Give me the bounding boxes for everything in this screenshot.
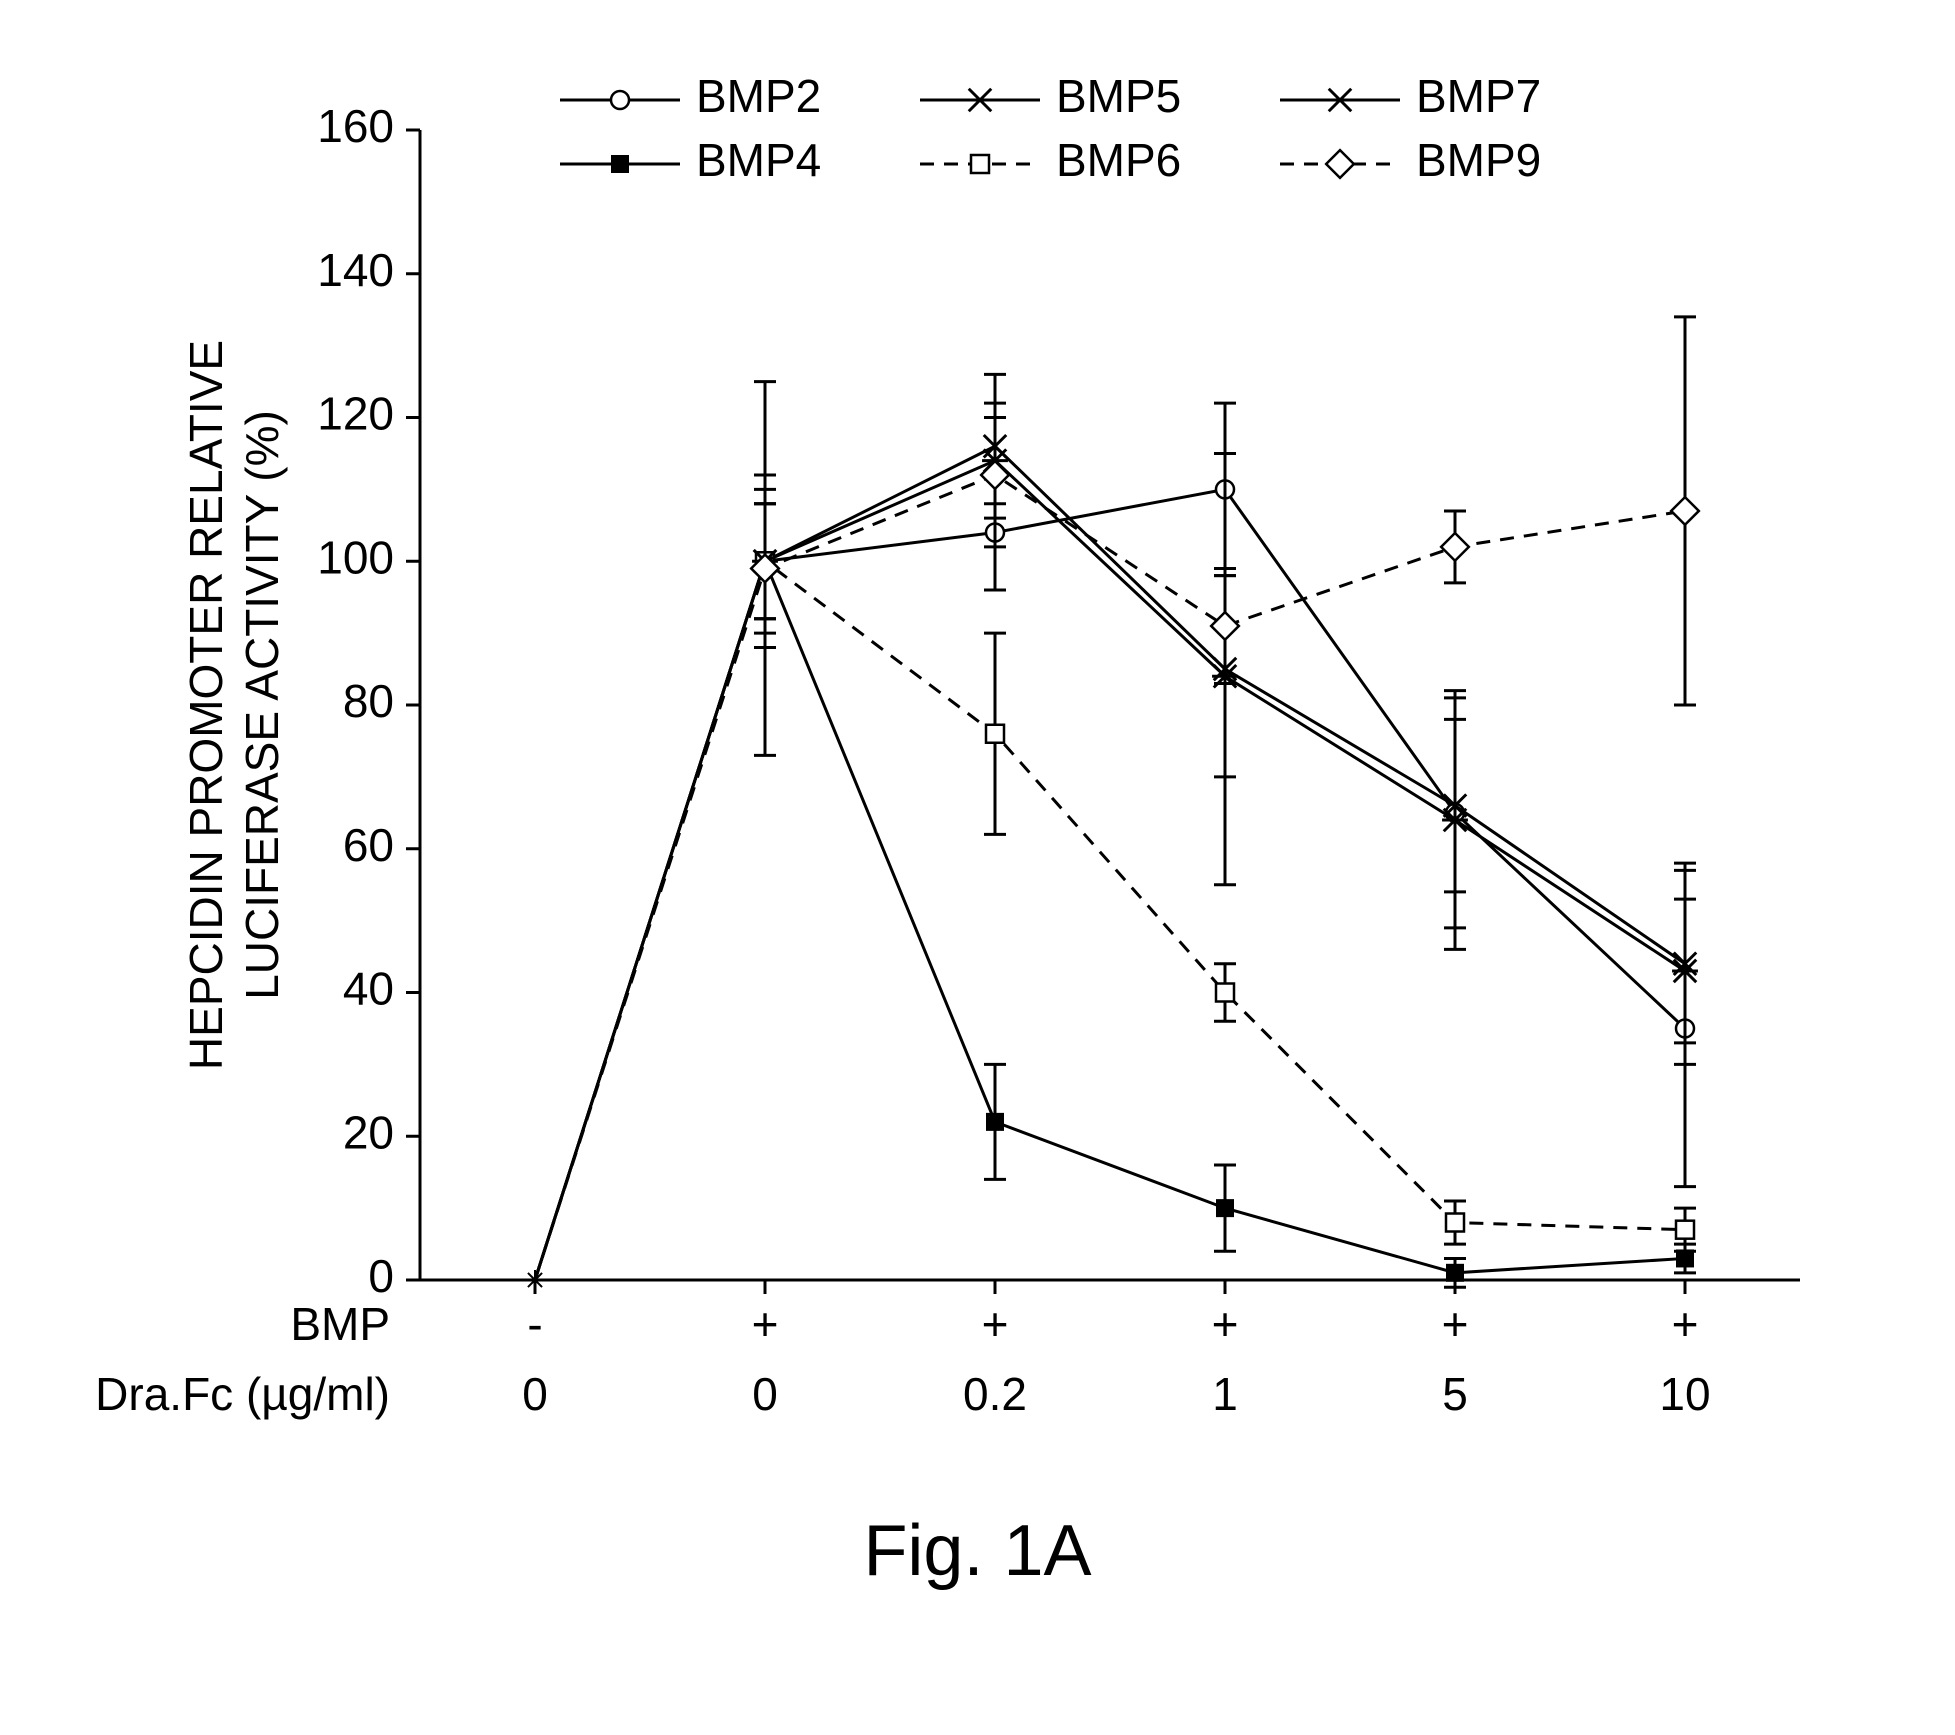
svg-text:-: - — [527, 1298, 542, 1350]
svg-text:20: 20 — [343, 1106, 394, 1158]
svg-text:0: 0 — [368, 1250, 394, 1302]
svg-text:0: 0 — [752, 1368, 778, 1420]
svg-text:+: + — [752, 1298, 779, 1350]
svg-text:+: + — [1442, 1298, 1469, 1350]
svg-text:BMP9: BMP9 — [1416, 134, 1541, 186]
svg-text:0.2: 0.2 — [963, 1368, 1027, 1420]
svg-text:0: 0 — [522, 1368, 548, 1420]
figure-caption: Fig. 1A — [0, 1510, 1955, 1592]
svg-text:Dra.Fc (µg/ml): Dra.Fc (µg/ml) — [95, 1368, 390, 1420]
svg-text:+: + — [982, 1298, 1009, 1350]
figure-container: 020406080100120140160HEPCIDIN PROMOTER R… — [0, 0, 1955, 1735]
svg-text:LUCIFERASE ACTIVITY (%): LUCIFERASE ACTIVITY (%) — [236, 410, 288, 1000]
svg-text:5: 5 — [1442, 1368, 1468, 1420]
svg-text:60: 60 — [343, 819, 394, 871]
svg-text:+: + — [1212, 1298, 1239, 1350]
svg-text:BMP: BMP — [290, 1298, 390, 1350]
svg-text:BMP4: BMP4 — [696, 134, 821, 186]
svg-text:120: 120 — [317, 388, 394, 440]
svg-text:100: 100 — [317, 531, 394, 583]
svg-text:+: + — [1672, 1298, 1699, 1350]
svg-text:BMP7: BMP7 — [1416, 70, 1541, 122]
chart-svg: 020406080100120140160HEPCIDIN PROMOTER R… — [0, 0, 1955, 1735]
svg-text:HEPCIDIN PROMOTER RELATIVE: HEPCIDIN PROMOTER RELATIVE — [180, 340, 232, 1070]
svg-text:160: 160 — [317, 100, 394, 152]
svg-text:BMP5: BMP5 — [1056, 70, 1181, 122]
svg-text:BMP6: BMP6 — [1056, 134, 1181, 186]
svg-text:40: 40 — [343, 963, 394, 1015]
svg-text:10: 10 — [1659, 1368, 1710, 1420]
svg-text:140: 140 — [317, 244, 394, 296]
svg-text:80: 80 — [343, 675, 394, 727]
svg-text:BMP2: BMP2 — [696, 70, 821, 122]
svg-text:1: 1 — [1212, 1368, 1238, 1420]
